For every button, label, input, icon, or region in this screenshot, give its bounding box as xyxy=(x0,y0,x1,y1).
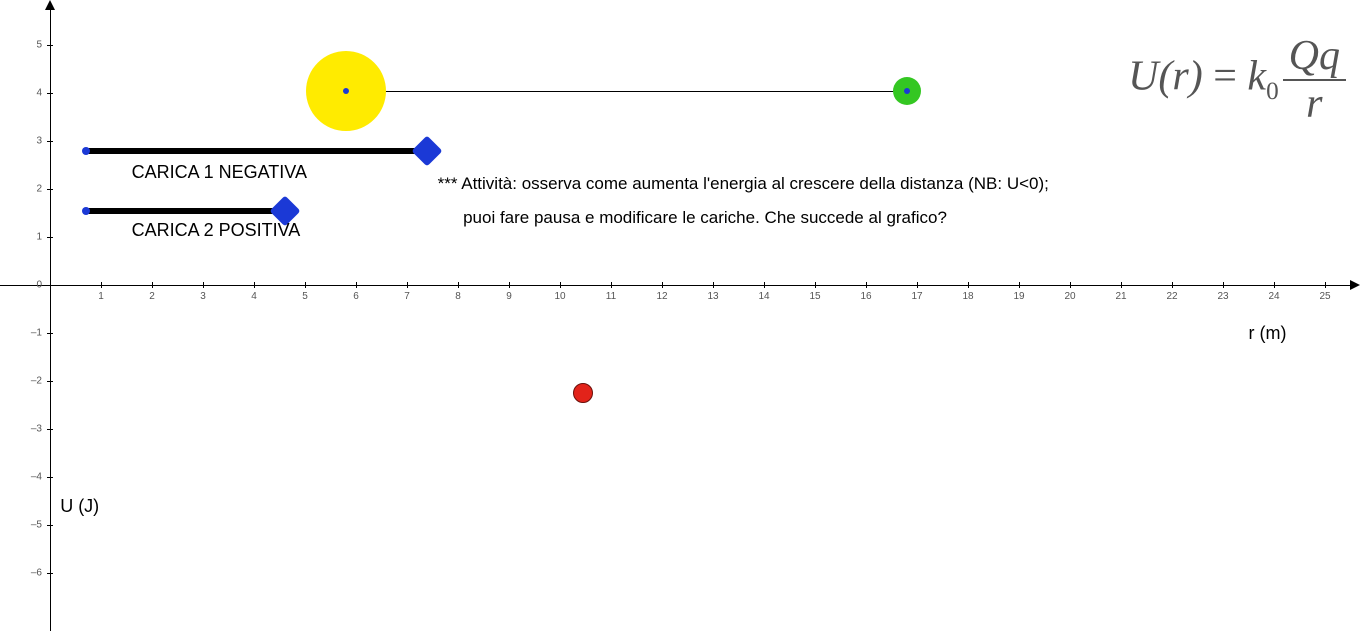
carica1-slider-track[interactable] xyxy=(86,148,428,154)
x-tick-label: 6 xyxy=(353,291,359,302)
x-tick-label: 13 xyxy=(707,291,718,302)
x-axis-title: r (m) xyxy=(1249,323,1287,344)
y-tick xyxy=(47,189,53,190)
x-tick xyxy=(407,282,408,288)
activity-text-line2: puoi fare pausa e modificare le cariche.… xyxy=(463,208,947,228)
x-tick-label: 21 xyxy=(1115,291,1126,302)
x-tick xyxy=(356,282,357,288)
x-tick xyxy=(764,282,765,288)
x-tick xyxy=(1223,282,1224,288)
x-tick-label: 2 xyxy=(149,291,155,302)
x-tick-label: 5 xyxy=(302,291,308,302)
y-tick-label: –1 xyxy=(26,328,42,339)
y-tick xyxy=(47,429,53,430)
x-tick-label: 8 xyxy=(455,291,461,302)
carica1-slider-start xyxy=(82,147,90,155)
energy-point[interactable] xyxy=(573,383,593,403)
y-tick-label: –6 xyxy=(26,568,42,579)
x-tick xyxy=(305,282,306,288)
x-tick xyxy=(101,282,102,288)
charge-2-center xyxy=(904,88,910,94)
x-tick-label: 11 xyxy=(606,291,616,302)
y-tick-label: –5 xyxy=(26,520,42,531)
x-tick xyxy=(1019,282,1020,288)
connector-line xyxy=(346,91,907,92)
x-tick-label: 15 xyxy=(809,291,820,302)
formula: U(r) = k0Qqr xyxy=(1128,35,1346,125)
x-tick xyxy=(917,282,918,288)
y-tick-label: 4 xyxy=(26,88,42,99)
y-tick-label: 2 xyxy=(26,184,42,195)
y-axis xyxy=(50,8,51,631)
x-tick xyxy=(1325,282,1326,288)
x-tick xyxy=(713,282,714,288)
x-tick xyxy=(1121,282,1122,288)
y-tick xyxy=(47,237,53,238)
y-axis-arrow xyxy=(45,0,55,10)
x-tick-label: 23 xyxy=(1217,291,1228,302)
x-tick xyxy=(815,282,816,288)
x-tick xyxy=(509,282,510,288)
x-tick-label: 4 xyxy=(251,291,257,302)
y-tick-label: 5 xyxy=(26,40,42,51)
x-tick-label: 24 xyxy=(1268,291,1279,302)
y-tick xyxy=(47,45,53,46)
x-tick-label: 18 xyxy=(962,291,973,302)
y-tick-label: 3 xyxy=(26,136,42,147)
activity-text-line1: *** Attività: osserva come aumenta l'ene… xyxy=(438,174,1049,194)
y-tick xyxy=(47,333,53,334)
x-tick xyxy=(866,282,867,288)
origin-label: 0 xyxy=(26,280,42,291)
carica2-slider-track[interactable] xyxy=(86,208,285,214)
x-tick-label: 3 xyxy=(200,291,206,302)
x-tick xyxy=(203,282,204,288)
y-tick-label: –4 xyxy=(26,472,42,483)
x-tick-label: 10 xyxy=(554,291,565,302)
charge-1-center xyxy=(343,88,349,94)
y-tick-label: 1 xyxy=(26,232,42,243)
x-tick-label: 25 xyxy=(1319,291,1330,302)
x-tick xyxy=(560,282,561,288)
y-tick xyxy=(47,525,53,526)
carica2-slider-label: CARICA 2 POSITIVA xyxy=(132,220,301,241)
y-tick xyxy=(47,573,53,574)
y-tick-label: –3 xyxy=(26,424,42,435)
x-tick-label: 12 xyxy=(656,291,667,302)
y-tick xyxy=(47,141,53,142)
x-tick xyxy=(968,282,969,288)
x-tick xyxy=(1172,282,1173,288)
geogebra-plot[interactable]: 1234567891011121314151617181920212223242… xyxy=(0,0,1366,631)
carica1-slider-handle[interactable] xyxy=(412,135,443,166)
x-tick-label: 1 xyxy=(98,291,104,302)
carica1-slider-label: CARICA 1 NEGATIVA xyxy=(132,162,307,183)
x-tick-label: 16 xyxy=(860,291,871,302)
x-tick xyxy=(611,282,612,288)
x-axis-arrow xyxy=(1350,280,1360,290)
x-tick xyxy=(1070,282,1071,288)
y-tick-label: –2 xyxy=(26,376,42,387)
y-axis-title: U (J) xyxy=(60,496,99,517)
x-tick-label: 7 xyxy=(404,291,410,302)
x-tick-label: 9 xyxy=(506,291,512,302)
x-tick xyxy=(254,282,255,288)
y-tick xyxy=(47,381,53,382)
y-tick xyxy=(47,93,53,94)
x-tick xyxy=(662,282,663,288)
x-tick xyxy=(458,282,459,288)
x-tick xyxy=(152,282,153,288)
x-tick-label: 17 xyxy=(911,291,922,302)
x-tick-label: 20 xyxy=(1064,291,1075,302)
carica2-slider-start xyxy=(82,207,90,215)
y-tick xyxy=(47,477,53,478)
x-tick-label: 19 xyxy=(1013,291,1024,302)
x-tick-label: 14 xyxy=(758,291,769,302)
x-tick xyxy=(1274,282,1275,288)
x-tick-label: 22 xyxy=(1166,291,1177,302)
